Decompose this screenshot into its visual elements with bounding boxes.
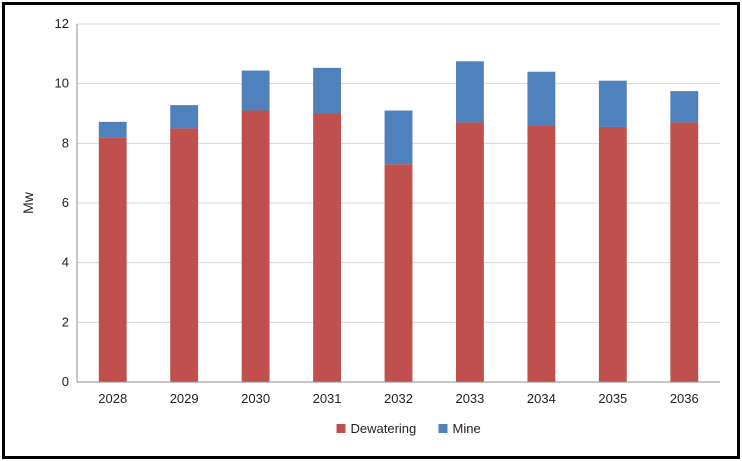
x-tick-label: 2030 bbox=[241, 391, 270, 406]
x-tick-label: 2029 bbox=[170, 391, 199, 406]
x-tick-label: 2035 bbox=[598, 391, 627, 406]
legend-swatch-mine bbox=[438, 424, 448, 433]
bar-dewatering-2032 bbox=[384, 164, 413, 382]
bar-mine-2035 bbox=[598, 80, 627, 127]
bar-mine-2030 bbox=[241, 70, 270, 111]
y-tick-label: 4 bbox=[62, 255, 69, 270]
y-tick-label: 6 bbox=[62, 195, 69, 210]
y-tick-label: 2 bbox=[62, 314, 69, 329]
bar-dewatering-2031 bbox=[313, 113, 341, 382]
bar-mine-2034 bbox=[527, 71, 556, 126]
bar-dewatering-2035 bbox=[598, 126, 627, 382]
bar-mine-2033 bbox=[456, 61, 484, 123]
axes: 0 2 4 6 8 10 12 2028 2029 2030 2031 2032 2033 2034 203… bbox=[55, 16, 720, 406]
bar-mine-2031 bbox=[313, 67, 341, 114]
bar-dewatering-2029 bbox=[170, 128, 199, 382]
legend-swatch-dewatering bbox=[336, 424, 346, 433]
bar-mine-2032 bbox=[384, 110, 413, 165]
legend-label-mine: Mine bbox=[453, 421, 481, 436]
x-tick-label: 2032 bbox=[384, 391, 413, 406]
y-tick-label: 0 bbox=[62, 374, 69, 389]
y-tick-label: 8 bbox=[62, 135, 69, 150]
y-tick-label: 10 bbox=[55, 76, 69, 91]
y-axis-title: Mw bbox=[20, 191, 36, 214]
stacked-bar-chart: 0 2 4 6 8 10 12 2028 2029 2030 2031 2032 2033 2034 203… bbox=[20, 16, 720, 436]
legend-label-dewatering: Dewatering bbox=[351, 421, 417, 436]
bar-mine-2036 bbox=[670, 91, 699, 123]
bar-dewatering-2028 bbox=[98, 137, 127, 382]
bar-dewatering-2030 bbox=[241, 110, 270, 383]
bar-dewatering-2034 bbox=[527, 125, 556, 382]
x-tick-label: 2028 bbox=[98, 391, 127, 406]
x-tick-label: 2031 bbox=[313, 391, 342, 406]
bar-mine-2028 bbox=[98, 121, 127, 138]
y-tick-label: 12 bbox=[55, 16, 69, 31]
legend: Dewatering Mine bbox=[336, 421, 481, 436]
x-tick-label: 2033 bbox=[455, 391, 484, 406]
bar-mine-2029 bbox=[170, 105, 199, 129]
x-tick-label: 2034 bbox=[527, 391, 556, 406]
bar-dewatering-2036 bbox=[670, 122, 699, 382]
x-tick-label: 2036 bbox=[670, 391, 699, 406]
bar-dewatering-2033 bbox=[456, 122, 484, 382]
bars bbox=[98, 61, 699, 383]
